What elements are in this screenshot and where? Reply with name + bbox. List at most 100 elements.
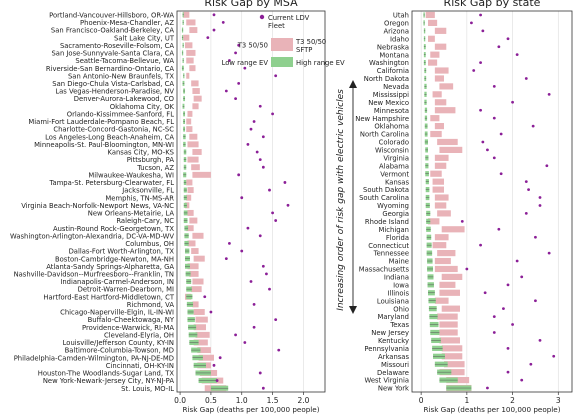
point-current-fleet — [524, 77, 528, 80]
category-label: South Dakota — [363, 186, 409, 194]
bar-t3-range — [193, 339, 208, 346]
category-label: Memphis, TN-MS-AR — [105, 194, 174, 202]
bar-t3-range — [434, 162, 447, 169]
bar-t3-range — [434, 194, 449, 201]
bar-t3-range — [191, 164, 200, 171]
category-label: Rhode Island — [365, 218, 409, 226]
panel-title: Risk Gap by state — [444, 0, 541, 9]
point-current-fleet — [486, 386, 489, 390]
category-label: Louisville/Jefferson County, KY-IN — [63, 339, 174, 347]
point-current-fleet — [243, 341, 247, 344]
point-current-fleet — [492, 156, 496, 160]
category-label: Nebraska — [377, 43, 409, 51]
bar-t3-range — [189, 65, 196, 72]
point-current-fleet — [524, 180, 528, 184]
category-label: Vermont — [380, 170, 409, 178]
category-label: Minnesota — [374, 107, 409, 115]
point-current-fleet — [460, 219, 464, 223]
category-label: Maine — [389, 258, 409, 266]
bar-t3-range — [192, 278, 204, 285]
legend-ev-swatch — [271, 57, 293, 67]
point-current-fleet — [538, 204, 542, 207]
x-tick-label: 0 — [419, 396, 424, 405]
category-label: Kansas — [385, 178, 410, 186]
category-label: Tucson, AZ — [136, 164, 174, 172]
category-label: North Carolina — [360, 131, 409, 139]
point-current-fleet — [492, 85, 496, 88]
category-label: Seattle-Tacoma-Bellevue, WA — [75, 57, 174, 65]
category-label: Colorado — [379, 139, 409, 147]
bar-t3-range — [195, 331, 210, 338]
category-label: Atlanta-Sandy Springs-Alpharetta, GA — [46, 263, 174, 271]
category-label: Alabama — [379, 162, 409, 170]
bar-t3-range — [439, 329, 458, 336]
category-label: Hartford-East Hartford-Middletown, CT — [43, 293, 174, 301]
category-label: Kentucky — [378, 337, 409, 345]
bar-t3-range — [183, 34, 190, 41]
category-label: Pennsylvania — [364, 345, 409, 353]
bar-t3-range — [432, 186, 444, 193]
bar-t3-range — [434, 67, 449, 74]
bar-t3-range — [186, 118, 192, 125]
point-current-fleet — [249, 280, 253, 283]
point-current-fleet — [479, 13, 482, 17]
category-label: Charlotte-Concord-Gastonia, NC-SC — [53, 126, 174, 134]
point-current-fleet — [240, 249, 244, 253]
bar-t3-range — [192, 103, 199, 110]
middle-annotation: Increasing order of risk gap with electr… — [336, 80, 357, 314]
bar-t3-range — [434, 107, 456, 114]
category-label: North Dakota — [364, 75, 409, 83]
point-current-fleet — [271, 211, 274, 215]
category-label: New York — [378, 385, 409, 393]
bar-t3-range — [434, 43, 447, 50]
point-current-fleet — [218, 356, 222, 360]
bar-t3-range — [439, 83, 454, 90]
bar-t3-range — [193, 309, 205, 315]
bar-t3-range — [428, 35, 435, 42]
bar-t3-range — [186, 19, 196, 26]
point-current-fleet — [261, 264, 265, 268]
point-current-fleet — [228, 242, 231, 245]
bar-t3-range — [434, 265, 458, 273]
point-current-fleet — [224, 89, 228, 93]
category-label: Cincinnati, OH-KY-IN — [106, 362, 174, 370]
legend-ev-high-label: High range EV — [296, 59, 345, 67]
category-label: Portland-Vancouver-Hillsboro, OR-WA — [49, 11, 174, 19]
bar-t3-range — [185, 202, 190, 209]
category-label: New Jersey — [371, 329, 409, 337]
bar-t3-range — [193, 255, 205, 262]
bar-t3-range — [434, 234, 449, 241]
bar-t3-range — [187, 110, 193, 117]
bar-t3-range — [189, 133, 198, 140]
bar-t3-range — [434, 75, 444, 82]
bar-t3-range — [192, 301, 199, 308]
bar-t3-range — [198, 354, 214, 361]
point-current-fleet — [497, 227, 501, 231]
plot-frame — [411, 10, 573, 393]
bar-t3-range — [193, 324, 206, 331]
category-label: Dallas-Fort Worth-Arlington, TX — [69, 248, 175, 256]
category-label: Wisconsin — [375, 147, 409, 155]
point-current-fleet — [472, 69, 476, 72]
legend-t3-right-line: T3 50/50 — [295, 38, 326, 46]
category-label: Louisiana — [377, 297, 409, 305]
point-current-fleet — [534, 299, 537, 303]
category-label: Buffalo-Cheektowaga, NY — [88, 316, 175, 324]
bar-t3-range — [430, 115, 440, 122]
category-label: Oregon — [384, 20, 409, 28]
annotation-arrow-up — [349, 80, 357, 88]
point-current-fleet — [212, 363, 216, 367]
category-label: Houston-The Woodlands-Sugar Land, TX — [38, 370, 175, 378]
point-current-fleet — [258, 234, 262, 238]
bar-t3-range — [192, 232, 204, 239]
category-label: Missouri — [381, 361, 409, 369]
legend-current-marker — [259, 14, 265, 20]
bar-t3-range — [434, 297, 449, 304]
bar-t3-range — [186, 126, 193, 133]
category-label: California — [377, 67, 409, 75]
category-label: San Jose-Sunnyvale-Santa Clara, CA — [51, 50, 174, 58]
category-label: Las Vegas-Henderson-Paradise, NV — [55, 88, 174, 96]
legend-current-line: Current LDV — [268, 14, 310, 22]
point-current-fleet — [465, 267, 469, 271]
x-axis-label: Risk Gap (deaths per 100,000 people) — [424, 405, 561, 414]
